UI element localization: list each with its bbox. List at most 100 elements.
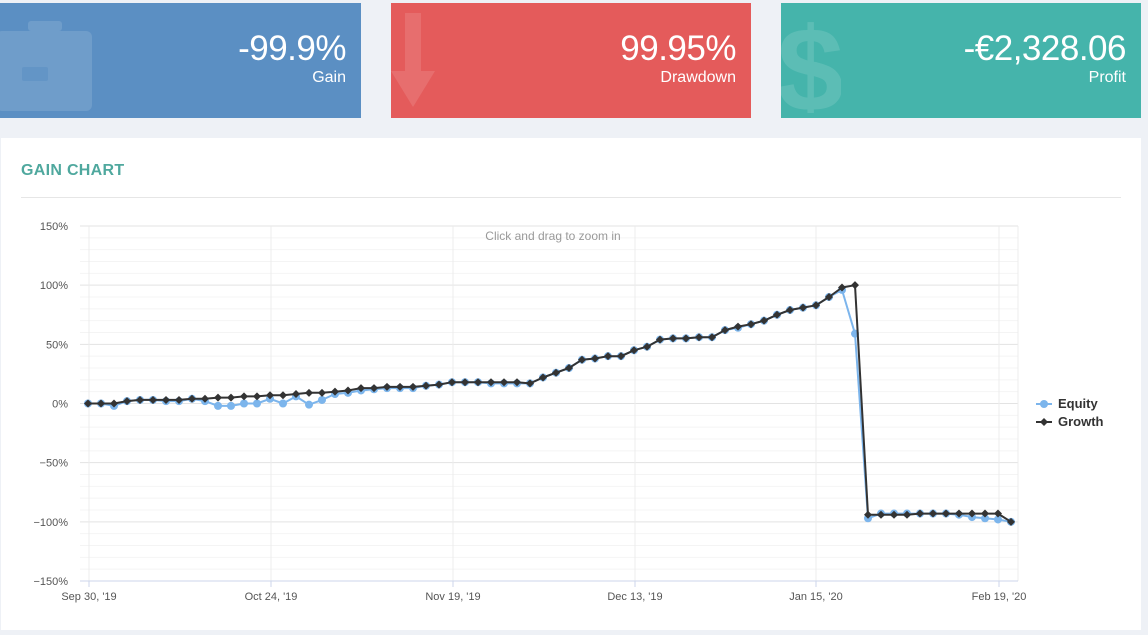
growth-point xyxy=(227,393,235,402)
y-tick-label: 100% xyxy=(40,280,68,292)
growth-point xyxy=(214,393,222,402)
x-tick-label: Nov 19, '19 xyxy=(425,591,480,603)
growth-point xyxy=(318,388,326,397)
x-tick-label: Sep 30, '19 xyxy=(61,591,116,603)
gain-card: -99.9% Gain xyxy=(0,3,361,118)
growth-point xyxy=(149,395,157,404)
growth-point xyxy=(929,509,937,518)
gain-label: Gain xyxy=(312,69,346,86)
x-tick-label: Oct 24, '19 xyxy=(245,591,298,603)
legend-growth-marker xyxy=(1040,418,1048,426)
growth-point xyxy=(643,342,651,351)
legend-equity-marker xyxy=(1040,400,1048,408)
growth-point xyxy=(331,387,339,396)
equity-point xyxy=(240,399,248,408)
equity-point xyxy=(981,514,989,523)
growth-point xyxy=(968,509,976,518)
panel-title: GAIN CHART xyxy=(21,162,125,179)
zoom-hint-text: Click and drag to zoom in xyxy=(485,229,620,243)
growth-point xyxy=(565,364,573,372)
drawdown-label: Drawdown xyxy=(660,69,736,86)
growth-point xyxy=(747,320,755,329)
growth-point xyxy=(981,509,989,518)
profit-card: $ -€2,328.06 Profit xyxy=(781,3,1141,118)
gain-chart[interactable]: 150% 100% 50% 0% −50% −100% −150% Sep 30, '19 Oc… xyxy=(1,138,1141,630)
growth-point xyxy=(266,391,274,400)
growth-point xyxy=(162,395,170,404)
svg-text:$: $ xyxy=(781,3,841,113)
y-tick-label: 150% xyxy=(40,221,68,233)
y-tick-label: −150% xyxy=(33,576,68,588)
growth-point xyxy=(97,399,105,408)
growth-point xyxy=(578,355,586,364)
growth-point xyxy=(604,352,612,361)
dollar-icon: $ xyxy=(781,3,841,113)
growth-point xyxy=(851,281,859,290)
growth-point xyxy=(630,346,638,355)
growth-point xyxy=(617,352,625,361)
growth-point xyxy=(773,310,781,319)
briefcase-icon xyxy=(0,21,92,111)
growth-point xyxy=(942,509,950,518)
growth-point xyxy=(552,368,560,377)
growth-point xyxy=(370,384,378,393)
y-tick-label: −50% xyxy=(40,458,69,470)
growth-point xyxy=(136,395,144,404)
x-tick-label: Feb 19, '20 xyxy=(972,591,1027,603)
growth-point xyxy=(409,382,417,391)
drawdown-card: 99.95% Drawdown xyxy=(391,3,751,118)
gain-chart-panel: GAIN CHART 150% 100% 50% 0% −50% −100% −150% Se… xyxy=(1,138,1141,630)
growth-point xyxy=(734,322,742,331)
y-tick-label: 0% xyxy=(52,399,68,411)
growth-point xyxy=(838,283,846,292)
growth-point xyxy=(500,378,508,387)
growth-point xyxy=(695,333,703,342)
equity-point xyxy=(305,400,313,409)
growth-point xyxy=(396,382,404,391)
growth-point xyxy=(110,399,118,408)
growth-point xyxy=(656,335,664,344)
growth-point xyxy=(383,382,391,391)
growth-point xyxy=(357,384,365,393)
equity-point xyxy=(227,401,235,410)
growth-point xyxy=(474,378,482,387)
growth-point xyxy=(812,301,820,310)
growth-point xyxy=(669,334,677,343)
growth-point xyxy=(84,399,92,408)
profit-value: -€2,328.06 xyxy=(963,29,1127,68)
equity-point xyxy=(253,399,261,408)
growth-point xyxy=(916,509,924,518)
growth-point xyxy=(344,386,352,395)
growth-point xyxy=(903,510,911,519)
growth-point xyxy=(682,334,690,343)
profit-label: Profit xyxy=(1088,69,1126,86)
growth-point xyxy=(786,306,794,315)
growth-point xyxy=(526,379,534,388)
growth-point xyxy=(825,293,833,301)
growth-point xyxy=(955,509,963,518)
panel-divider xyxy=(21,197,1121,198)
growth-point xyxy=(799,303,807,312)
growth-point xyxy=(201,394,209,403)
series-line-equity xyxy=(88,288,1012,523)
growth-point xyxy=(591,354,599,363)
equity-point xyxy=(279,399,287,408)
growth-point xyxy=(448,378,456,387)
x-tick-label: Jan 15, '20 xyxy=(789,591,842,603)
growth-point xyxy=(175,395,183,404)
growth-point xyxy=(708,333,716,342)
drawdown-value: 99.95% xyxy=(620,29,736,68)
growth-point xyxy=(760,316,768,325)
growth-point xyxy=(253,392,261,401)
equity-point xyxy=(994,515,1002,524)
growth-point xyxy=(487,378,495,387)
growth-point xyxy=(435,380,443,389)
arrow-down-icon xyxy=(391,13,435,107)
equity-point xyxy=(318,395,326,404)
legend-growth-label: Growth xyxy=(1058,414,1104,429)
legend-equity-label: Equity xyxy=(1058,396,1098,411)
growth-point xyxy=(123,397,131,406)
growth-point xyxy=(721,326,729,335)
growth-point xyxy=(461,378,469,387)
growth-point xyxy=(292,390,300,399)
